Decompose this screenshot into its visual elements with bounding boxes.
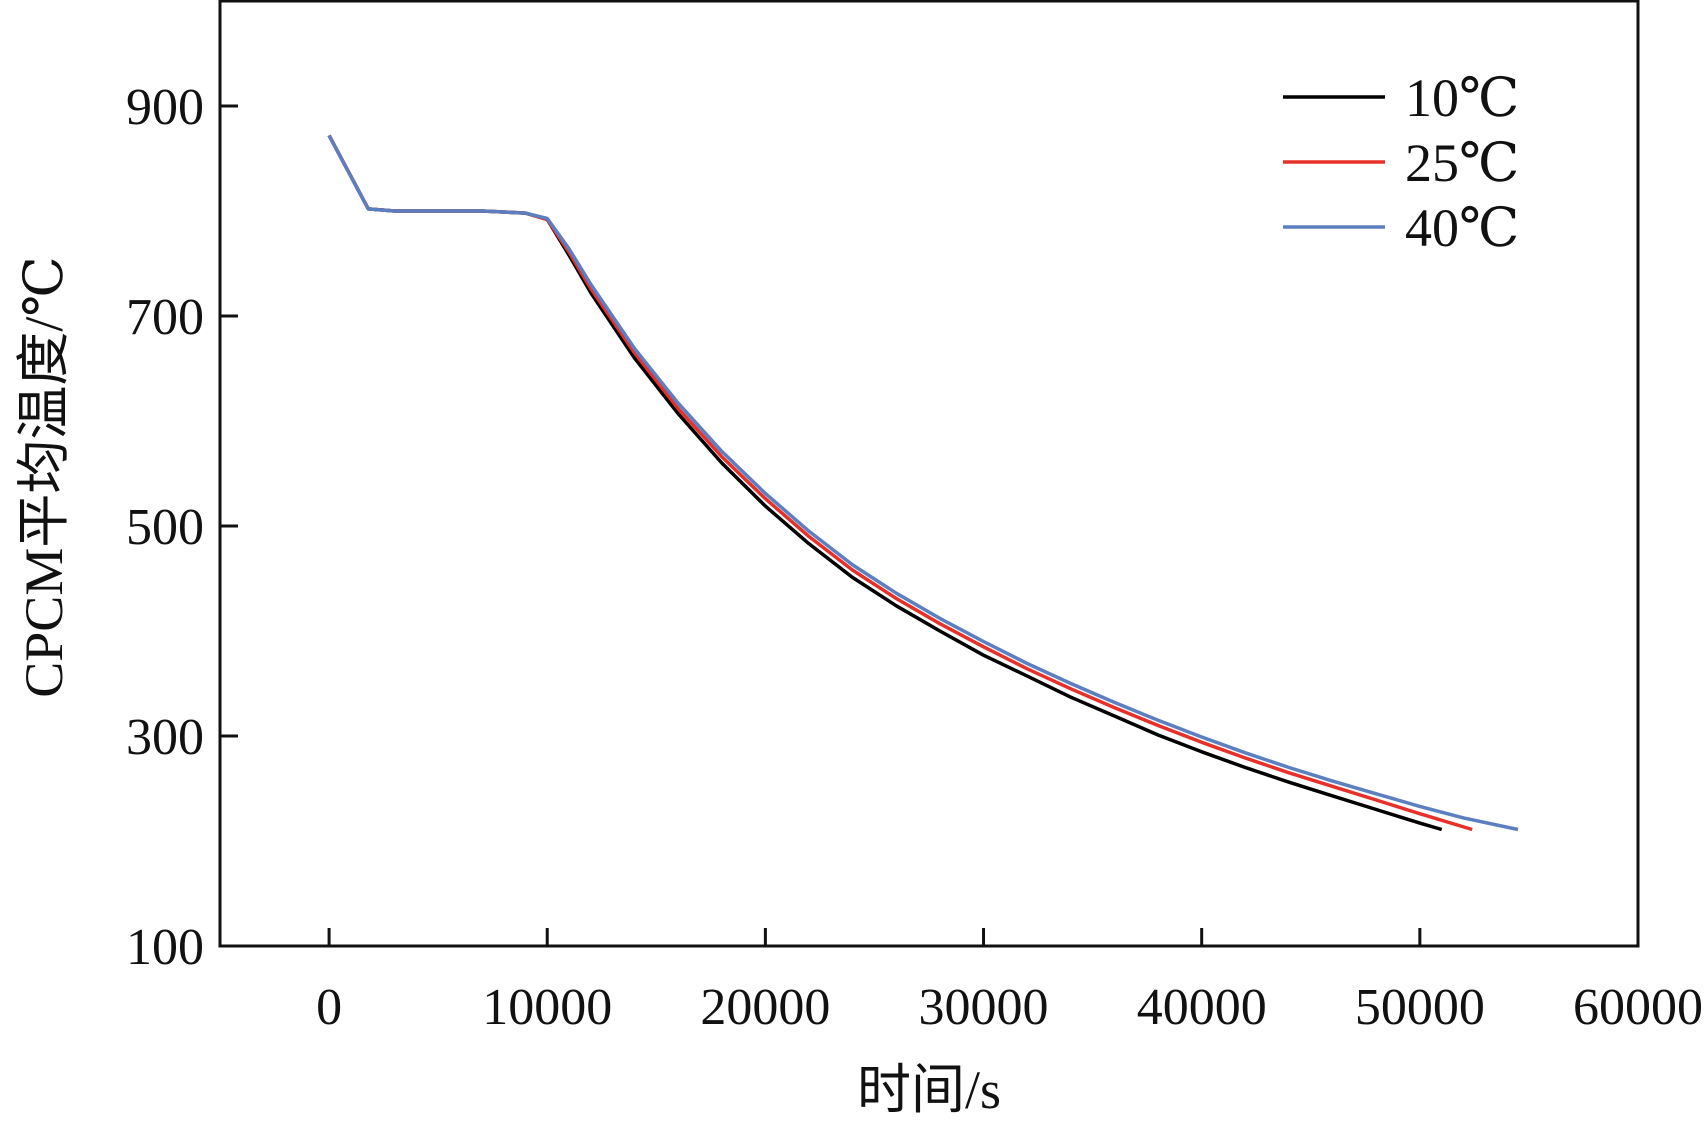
x-tick-label: 10000 xyxy=(482,979,612,1036)
x-tick-label: 40000 xyxy=(1137,979,1267,1036)
y-tick-label: 300 xyxy=(126,709,204,766)
y-tick-label: 100 xyxy=(126,919,204,976)
legend-label: 40℃ xyxy=(1405,198,1519,258)
x-axis-title: 时间/s xyxy=(857,1060,1001,1120)
x-tick-label: 0 xyxy=(316,979,342,1036)
y-axis-ticks: 100 300 500 700 900 xyxy=(126,79,238,976)
series-line-2 xyxy=(327,134,1473,832)
series-line-1 xyxy=(327,134,1443,832)
x-tick-label: 20000 xyxy=(700,979,830,1036)
x-tick-label: 50000 xyxy=(1355,979,1485,1036)
legend-label: 10℃ xyxy=(1405,68,1519,128)
y-axis-title: CPCM平均温度/℃ xyxy=(14,256,74,698)
series-line-3 xyxy=(327,134,1519,832)
x-axis-ticks: 0 10000 20000 30000 40000 50000 60000 xyxy=(316,928,1703,1036)
series-lines xyxy=(327,134,1519,832)
x-tick-label: 60000 xyxy=(1573,979,1703,1036)
legend: 10℃25℃40℃ xyxy=(1283,68,1519,258)
y-tick-label: 900 xyxy=(126,79,204,136)
legend-label: 25℃ xyxy=(1405,133,1519,193)
y-tick-label: 500 xyxy=(126,499,204,556)
x-tick-label: 30000 xyxy=(919,979,1049,1036)
y-tick-label: 700 xyxy=(126,289,204,346)
plot-frame xyxy=(218,0,1640,948)
